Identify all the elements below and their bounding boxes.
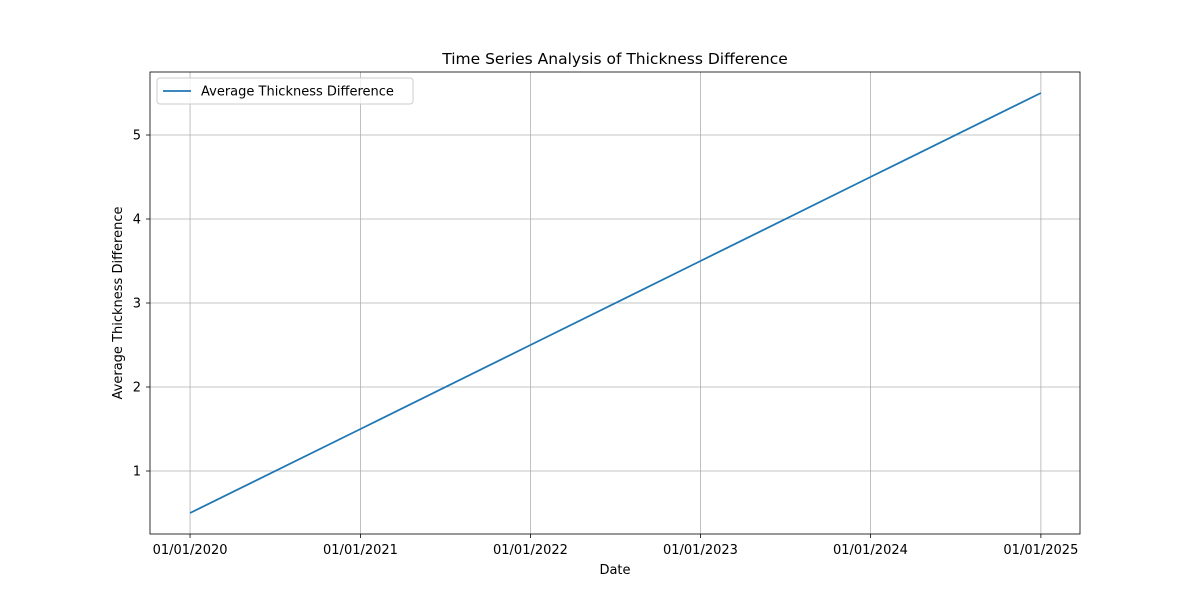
x-tick-label: 01/01/2022 (493, 543, 568, 558)
y-axis-ticks: 1 2 3 4 5 (133, 129, 150, 480)
x-tick-label: 01/01/2021 (323, 543, 398, 558)
y-tick-label: 3 (133, 297, 141, 312)
legend: Average Thickness Difference (156, 77, 414, 105)
x-axis-label: Date (599, 563, 630, 578)
y-axis-label: Average Thickness Difference (111, 207, 126, 400)
legend-box (156, 77, 414, 105)
y-tick-label: 1 (133, 465, 141, 480)
x-axis-ticks: 01/01/2020 01/01/2021 01/01/2022 01/01/2023… (153, 534, 1078, 558)
y-tick-label: 5 (133, 129, 141, 144)
y-tick-label: 2 (133, 381, 141, 396)
legend-label: Average Thickness Difference (201, 85, 394, 100)
x-tick-label: 01/01/2020 (153, 543, 228, 558)
series-line-0 (189, 92, 1042, 514)
y-tick-label: 4 (133, 213, 141, 228)
chart-title: Time Series Analysis of Thickness Differ… (441, 50, 788, 68)
x-tick-label: 01/01/2023 (663, 543, 738, 558)
x-tick-label: 01/01/2024 (833, 543, 908, 558)
series-layer (189, 92, 1042, 514)
x-tick-label: 01/01/2025 (1003, 543, 1078, 558)
